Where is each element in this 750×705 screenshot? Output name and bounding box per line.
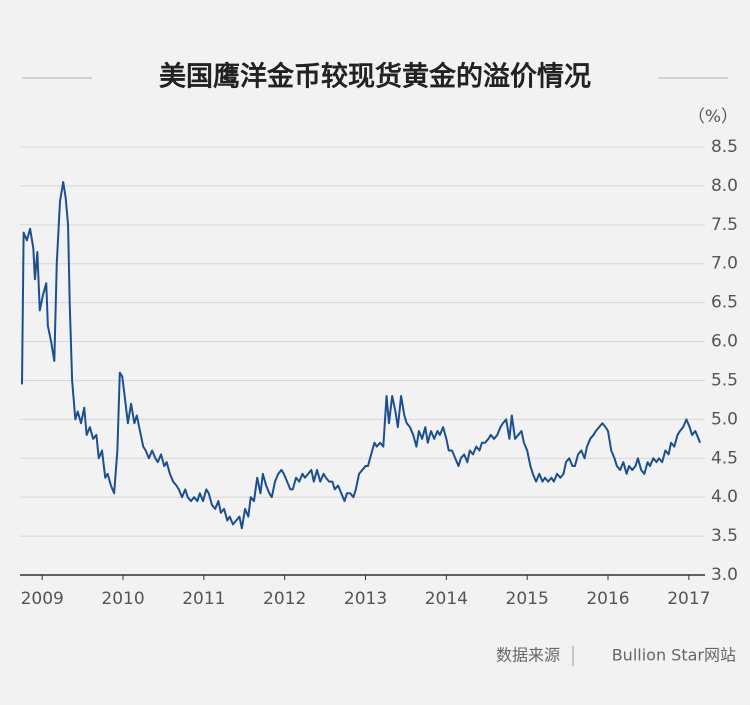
- data-line: [21, 181, 702, 530]
- x-tick-label: 2015: [506, 589, 549, 609]
- y-tick-label: 6.0: [711, 332, 738, 352]
- y-tick-label: 5.0: [711, 409, 738, 429]
- y-tick-label: 4.5: [711, 448, 738, 468]
- y-tick-label: 4.0: [711, 487, 738, 507]
- x-tick-label: 2013: [344, 589, 387, 609]
- x-tick-label: 2011: [182, 589, 225, 609]
- x-tick-label: 2017: [667, 589, 710, 609]
- chart-title: 美国鹰洋金币较现货黄金的溢价情况: [159, 61, 591, 93]
- x-tick-label: 2012: [263, 589, 306, 609]
- y-axis-unit: （%）: [688, 107, 738, 127]
- y-tick-label: 6.5: [711, 293, 738, 313]
- y-tick-label: 7.0: [711, 254, 738, 274]
- x-tick-label: 2014: [425, 589, 468, 609]
- x-tick-label: 2009: [21, 589, 64, 609]
- x-tick-label: 2016: [586, 589, 629, 609]
- y-tick-label: 3.5: [711, 526, 738, 546]
- x-tick-label: 2010: [101, 589, 144, 609]
- y-tick-label: 5.5: [711, 370, 738, 390]
- y-tick-label: 7.5: [711, 215, 738, 235]
- source: Bullion Star网站: [612, 646, 736, 665]
- plot-area: 3.0 3.5 4.0 4.5 5.0 5.5 6.0 6.5 7.0 7.5 8.0 8.5 2009…: [20, 137, 738, 609]
- y-tick-label: 8.5: [711, 137, 738, 157]
- y-tick-label: 8.0: [711, 176, 738, 196]
- y-tick-label: 3.0: [711, 565, 738, 585]
- source-label: 数据来源: [496, 646, 560, 665]
